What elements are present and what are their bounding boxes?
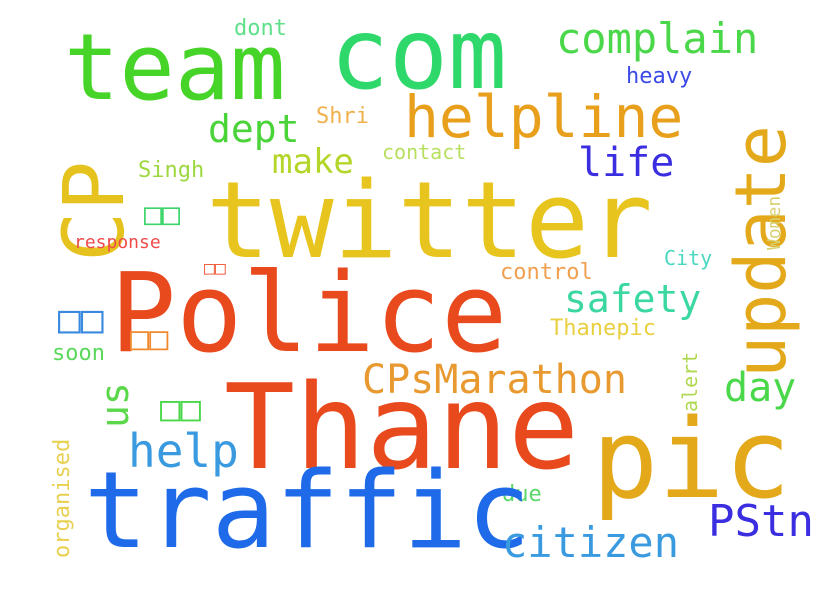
word-police: Police [110, 249, 508, 377]
word-glyph-2: □□ [204, 258, 226, 279]
word-control: control [500, 260, 593, 285]
word-due: due [502, 482, 542, 507]
word-glyph-1: □□ [144, 197, 181, 232]
word-complain: complain [556, 14, 759, 63]
word-pic: pic [592, 395, 791, 523]
word-thanepic: Thanepic [550, 316, 656, 341]
word-team: team [64, 14, 286, 121]
word-city: City [664, 246, 713, 270]
word-soon: soon [52, 341, 105, 366]
word-shri: Shri [316, 104, 369, 129]
word-thane: Thane [224, 358, 580, 496]
word-glyph-4: □□ [130, 319, 169, 357]
word-heavy: heavy [626, 64, 693, 89]
word-cpsmarathon: CPsMarathon [362, 357, 627, 403]
word-safety: safety [564, 277, 702, 321]
word-glyph-5: □□ [160, 389, 201, 429]
word-glyph-3: □□ [58, 297, 104, 341]
word-traffic: traffic [84, 449, 531, 572]
word-com: com [330, 0, 508, 112]
word-contact: contact [382, 140, 467, 164]
word-women: Women [764, 195, 785, 250]
word-citizen: citizen [502, 518, 680, 567]
word-dept: dept [208, 107, 300, 151]
word-life: life [578, 140, 675, 186]
word-organised: organised [50, 438, 75, 558]
word-make: make [272, 142, 354, 182]
word-pstn: PStn [708, 496, 814, 547]
word-helpline: helpline [404, 83, 684, 151]
word-update: update [720, 125, 802, 378]
word-help: help [128, 424, 239, 478]
word-day: day [724, 365, 797, 411]
word-response: response [74, 232, 161, 253]
word-dont: dont [234, 16, 287, 41]
word-twitter: twitter [206, 159, 653, 282]
word-us: us [93, 382, 137, 428]
word-singh: Singh [138, 158, 205, 183]
